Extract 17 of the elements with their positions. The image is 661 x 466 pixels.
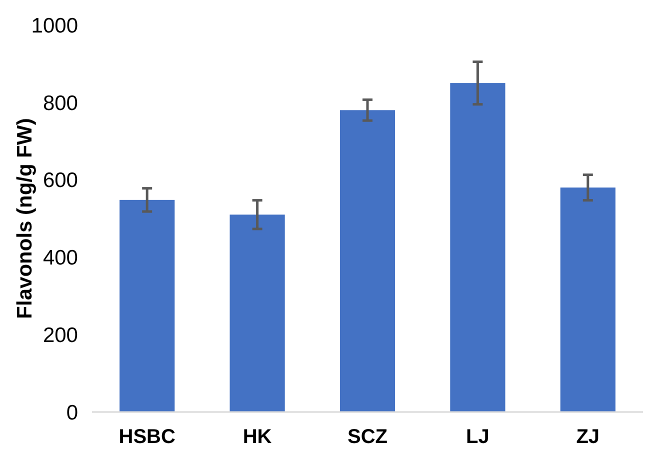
y-axis-title: Flavonols (ng/g FW)	[13, 118, 36, 319]
bar	[340, 110, 396, 412]
x-tick-label: SCZ	[348, 426, 388, 448]
x-tick-label: LJ	[466, 426, 490, 448]
x-tick-label: HSBC	[118, 426, 176, 448]
bar	[560, 188, 616, 412]
bar	[230, 214, 285, 412]
y-tick-label: 200	[42, 324, 78, 347]
bar	[120, 200, 175, 412]
x-tick-label: ZJ	[576, 426, 600, 448]
bar	[450, 83, 506, 412]
x-tick-label: HK	[242, 426, 272, 448]
y-tick-label: 400	[42, 246, 78, 270]
y-tick-label: 600	[42, 169, 78, 192]
y-tick-label: 0	[66, 401, 78, 424]
y-tick-label: 800	[42, 92, 78, 115]
y-tick-label: 1000	[31, 14, 78, 38]
